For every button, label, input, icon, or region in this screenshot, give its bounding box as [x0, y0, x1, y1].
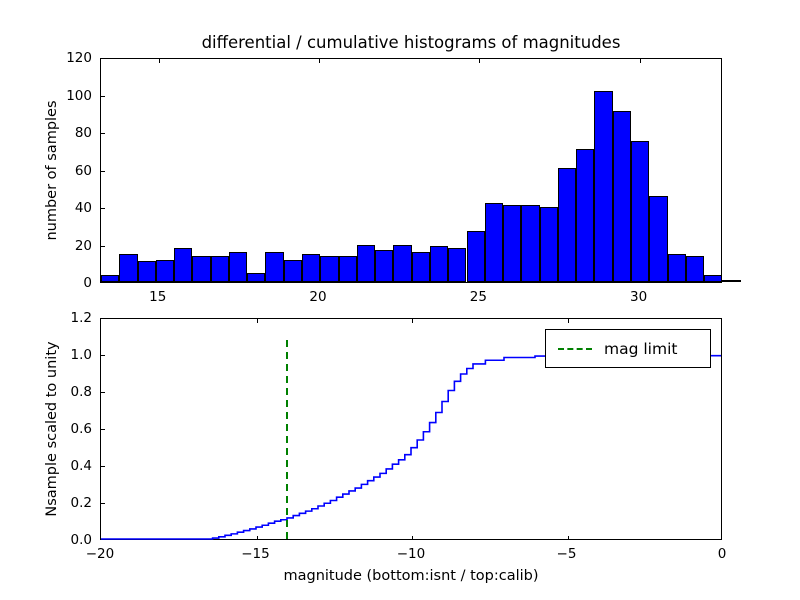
- bottom-chart-xlabel: magnitude (bottom:isnt / top:calib): [283, 568, 539, 584]
- top-chart-xtick-mark-hi-2: [479, 59, 481, 63]
- top-chart-ytick-3: 60: [74, 162, 92, 179]
- histogram-bar: [484, 203, 504, 282]
- histogram-bar: [649, 195, 668, 282]
- bottom-chart-xtick-mark-lo-1: [256, 536, 258, 540]
- bottom-chart-ytick-3: 0.6: [70, 421, 92, 437]
- top-chart-xtick-2: 25: [469, 289, 487, 305]
- top-chart-ytick-6: 120: [66, 50, 92, 66]
- top-chart-xtick-3: 30: [630, 289, 648, 305]
- histogram-bar: [210, 255, 229, 282]
- histogram-bar: [429, 246, 449, 282]
- bottom-chart-ytick-5: 1.0: [70, 347, 92, 363]
- bottom-chart-xtick-mark-hi-1: [256, 319, 258, 323]
- histogram-bar: [302, 253, 321, 282]
- bottom-chart-xtick-mark-hi-3: [567, 319, 569, 323]
- bottom-chart-ytick-mark-2: [101, 466, 105, 467]
- histogram-bar: [667, 253, 686, 282]
- bottom-chart-ytick-4: 0.8: [70, 384, 92, 400]
- histogram-bar: [101, 274, 120, 282]
- histogram-bar: [283, 259, 303, 282]
- cumulative-step-line: [101, 354, 721, 540]
- histogram-bar: [503, 205, 522, 282]
- histogram-bar: [137, 261, 156, 282]
- top-chart-xtick-0: 15: [149, 289, 167, 305]
- top-chart-xtick-mark-hi-3: [639, 59, 641, 63]
- histogram-bar: [722, 280, 741, 282]
- top-chart-ytick-mark-5: [101, 95, 105, 97]
- top-chart-ytick-mark-6: [101, 58, 105, 59]
- bottom-chart-xtick-mark-lo-2: [412, 536, 413, 540]
- histogram-bar: [265, 252, 284, 282]
- histogram-bar: [393, 244, 412, 282]
- top-chart-ytick-5: 100: [66, 87, 92, 104]
- histogram-bar: [192, 255, 211, 282]
- histogram-bar: [612, 111, 631, 282]
- mag-limit-dash-icon: [558, 347, 592, 350]
- bottom-chart-xtick-4: 0: [717, 546, 727, 562]
- top-chart-ytick-0: 0: [83, 275, 92, 291]
- histogram-bar: [228, 252, 248, 282]
- histogram-bar: [630, 141, 650, 282]
- histogram-bar: [119, 253, 138, 282]
- top-chart-ytick-mark-1: [101, 245, 105, 247]
- bottom-chart-ytick-1: 0.2: [70, 495, 92, 511]
- histogram-bar: [704, 274, 723, 282]
- legend[interactable]: mag limit: [545, 329, 711, 368]
- bottom-chart-ytick-mark-4: [101, 392, 105, 393]
- bottom-chart-ytick-0: 0.0: [70, 532, 92, 548]
- bottom-chart-ytick-mark-3: [101, 429, 105, 430]
- bottom-chart-ytick-6: 1.2: [70, 310, 92, 326]
- histogram-bar: [466, 231, 485, 282]
- histogram-bar: [247, 272, 266, 282]
- top-chart-ytick-4: 80: [74, 125, 92, 141]
- top-chart-ytick-mark-2: [101, 208, 105, 209]
- bottom-chart-ytick-2: 0.4: [70, 458, 92, 474]
- histogram-bar: [356, 244, 376, 282]
- histogram-bar: [338, 255, 357, 282]
- histogram-bar: [155, 259, 175, 282]
- histogram-bar: [594, 90, 613, 282]
- histogram-bar: [557, 167, 577, 282]
- histogram-bar: [539, 207, 558, 282]
- top-chart-ytick-1: 20: [74, 237, 92, 254]
- legend-label-mag-limit: mag limit: [604, 339, 678, 358]
- page-title: differential / cumulative histograms of …: [201, 33, 621, 52]
- top-chart-ytick-mark-4: [101, 133, 105, 134]
- differential-histogram-axes: [100, 58, 741, 283]
- histogram-bar: [576, 148, 595, 282]
- bottom-chart-xtick-0: −20: [85, 546, 115, 562]
- histogram-bar: [685, 255, 705, 282]
- bottom-chart-xtick-3: −5: [556, 546, 577, 562]
- histogram-bar: [448, 248, 467, 282]
- histogram-bar: [320, 255, 339, 282]
- histogram-bar: [411, 252, 430, 282]
- bottom-chart-xtick-2: −10: [396, 546, 426, 562]
- top-chart-xtick-1: 20: [309, 289, 327, 305]
- histogram-bar: [521, 205, 540, 282]
- bottom-chart-xtick-mark-hi-2: [412, 319, 413, 323]
- cumulative-curve: [101, 337, 721, 540]
- histogram-bar: [375, 250, 394, 282]
- top-chart-ytick-2: 40: [74, 200, 92, 216]
- top-chart-xtick-mark-hi-0: [158, 59, 160, 63]
- top-chart-xtick-mark-hi-1: [319, 59, 321, 63]
- top-chart-ytick-mark-3: [101, 170, 105, 172]
- bottom-chart-ytick-mark-1: [101, 503, 105, 504]
- bottom-chart-ytick-mark-5: [101, 355, 105, 356]
- bottom-chart-xtick-1: −15: [241, 546, 270, 562]
- histogram-bar: [174, 248, 193, 282]
- bottom-chart-xtick-mark-lo-3: [567, 536, 569, 540]
